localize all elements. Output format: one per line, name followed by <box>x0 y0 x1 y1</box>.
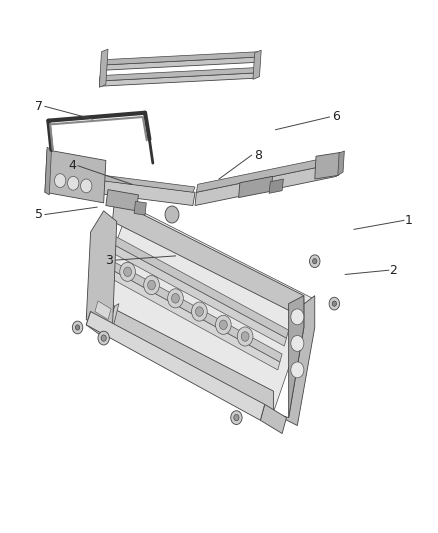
Polygon shape <box>195 163 338 206</box>
Circle shape <box>81 179 92 193</box>
Text: 5: 5 <box>35 208 43 221</box>
Circle shape <box>67 176 79 190</box>
Polygon shape <box>45 147 51 195</box>
Circle shape <box>291 362 304 378</box>
Text: 6: 6 <box>332 110 339 124</box>
Polygon shape <box>88 206 313 413</box>
Polygon shape <box>338 151 344 175</box>
Polygon shape <box>260 405 286 433</box>
Circle shape <box>237 327 253 346</box>
Text: 2: 2 <box>389 264 397 277</box>
Polygon shape <box>315 152 340 179</box>
Circle shape <box>124 267 131 277</box>
Circle shape <box>165 206 179 223</box>
Polygon shape <box>253 50 261 79</box>
Polygon shape <box>104 266 280 370</box>
Circle shape <box>120 262 135 281</box>
Polygon shape <box>106 190 138 211</box>
Circle shape <box>291 335 304 351</box>
Polygon shape <box>102 52 258 65</box>
Circle shape <box>54 174 66 188</box>
Polygon shape <box>86 312 113 341</box>
Circle shape <box>191 302 207 321</box>
Circle shape <box>72 321 83 334</box>
Polygon shape <box>108 243 286 346</box>
Polygon shape <box>110 235 289 338</box>
Polygon shape <box>108 304 119 333</box>
Polygon shape <box>47 168 195 192</box>
Circle shape <box>75 325 80 330</box>
Circle shape <box>148 280 155 290</box>
Polygon shape <box>95 301 111 319</box>
Circle shape <box>332 301 336 306</box>
Text: 4: 4 <box>68 159 76 172</box>
Circle shape <box>241 332 249 341</box>
Polygon shape <box>106 259 282 362</box>
Polygon shape <box>271 296 315 425</box>
Circle shape <box>231 411 242 424</box>
Polygon shape <box>86 290 115 333</box>
Polygon shape <box>86 211 117 335</box>
Circle shape <box>234 415 239 421</box>
Circle shape <box>291 309 304 325</box>
Circle shape <box>310 255 320 268</box>
Circle shape <box>168 289 184 308</box>
Circle shape <box>98 331 110 345</box>
Circle shape <box>329 297 339 310</box>
Text: 8: 8 <box>254 149 262 161</box>
Polygon shape <box>239 176 272 198</box>
Circle shape <box>101 335 106 341</box>
Polygon shape <box>102 57 257 70</box>
Polygon shape <box>113 200 304 317</box>
Circle shape <box>313 259 317 264</box>
Circle shape <box>172 294 180 303</box>
Polygon shape <box>88 296 273 413</box>
Polygon shape <box>196 155 339 192</box>
Polygon shape <box>269 179 283 193</box>
Circle shape <box>195 307 203 317</box>
Polygon shape <box>45 150 106 203</box>
Polygon shape <box>86 312 265 420</box>
Polygon shape <box>99 68 254 81</box>
Text: 1: 1 <box>404 214 412 227</box>
Text: 7: 7 <box>35 100 43 113</box>
Circle shape <box>144 276 159 295</box>
Circle shape <box>215 316 231 334</box>
Circle shape <box>219 320 227 329</box>
Polygon shape <box>134 201 146 215</box>
Text: 3: 3 <box>106 254 113 266</box>
Polygon shape <box>99 73 254 86</box>
Polygon shape <box>99 49 108 87</box>
Polygon shape <box>289 296 304 418</box>
Polygon shape <box>47 174 195 206</box>
